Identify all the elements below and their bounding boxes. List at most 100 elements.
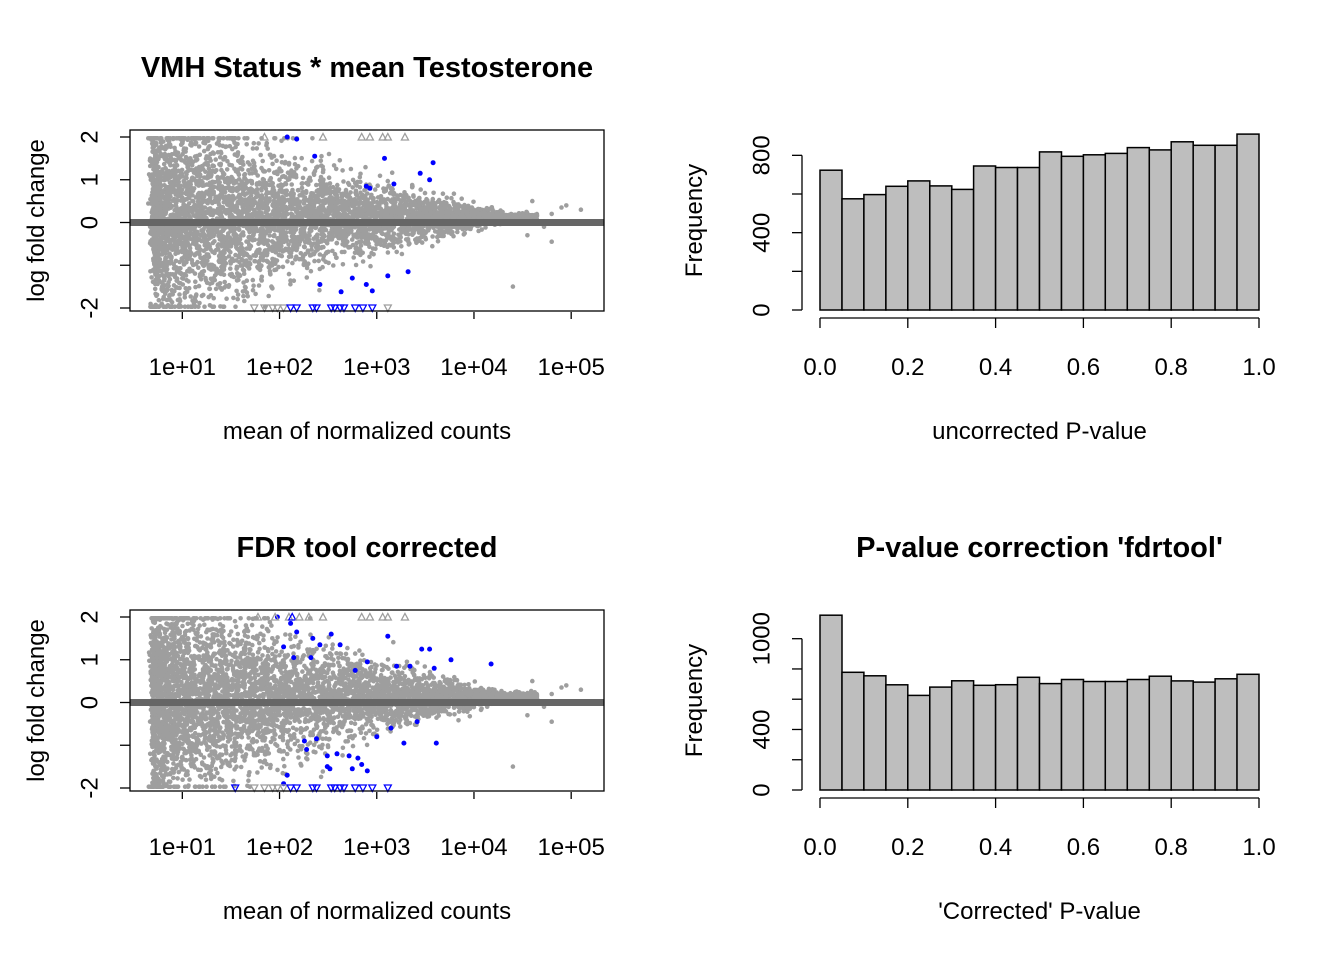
data-point (311, 214, 317, 220)
data-point (265, 201, 270, 206)
data-point (193, 279, 198, 285)
data-point (370, 196, 376, 202)
data-point (363, 205, 368, 211)
data-point (267, 215, 272, 221)
data-point (289, 205, 294, 210)
data-point (240, 289, 246, 294)
data-point (411, 193, 416, 198)
data-point (348, 190, 353, 195)
data-point (263, 230, 269, 236)
data-point (386, 228, 392, 233)
data-point (205, 253, 211, 259)
data-point (204, 176, 210, 181)
data-point (253, 251, 259, 256)
data-point (162, 276, 167, 282)
data-point (398, 192, 403, 198)
data-point (443, 203, 449, 209)
data-point (367, 254, 372, 260)
data-point (256, 241, 261, 246)
data-point (194, 180, 199, 186)
data-point (158, 174, 163, 179)
data-point (185, 304, 191, 310)
data-point (190, 168, 196, 173)
data-point (182, 295, 188, 300)
data-point (162, 183, 167, 188)
data-point (270, 248, 275, 254)
data-point (277, 248, 283, 253)
data-point (368, 263, 373, 269)
data-point (285, 259, 290, 264)
data-point (242, 209, 248, 214)
data-point (439, 233, 445, 239)
data-point (239, 198, 244, 204)
data-point (451, 202, 457, 207)
data-point (190, 175, 195, 180)
data-point (163, 197, 168, 202)
data-point (177, 297, 182, 302)
data-point (262, 169, 268, 174)
data-point (213, 247, 219, 253)
data-point (338, 205, 344, 210)
data-point (210, 150, 216, 155)
data-point (233, 304, 238, 310)
data-point (220, 233, 225, 239)
data-point (258, 264, 263, 269)
data-point (303, 190, 309, 196)
data-point (187, 207, 192, 213)
data-point (271, 208, 276, 214)
data-point (177, 292, 182, 297)
data-point (270, 161, 275, 167)
data-point (374, 199, 380, 205)
data-point (320, 180, 326, 185)
data-point (466, 203, 471, 209)
data-point (158, 185, 163, 190)
data-point (187, 191, 193, 196)
data-point (358, 190, 363, 195)
data-point (224, 296, 229, 302)
data-point (152, 256, 157, 262)
data-point (317, 287, 322, 293)
data-point (196, 265, 201, 271)
data-point (318, 190, 324, 195)
data-point (193, 251, 199, 256)
data-point (312, 258, 317, 264)
data-point (239, 158, 244, 164)
data-point (309, 158, 315, 164)
data-point (332, 251, 338, 257)
data-point (318, 158, 324, 164)
data-point (201, 194, 207, 199)
data-point (472, 209, 477, 214)
data-point (279, 243, 284, 249)
data-point (391, 235, 396, 240)
data-point (163, 265, 168, 271)
data-point (283, 159, 288, 165)
data-point (200, 183, 205, 188)
data-point (250, 238, 255, 243)
data-point (244, 290, 250, 295)
data-point (240, 191, 246, 196)
data-point (305, 181, 311, 187)
data-point (256, 141, 261, 146)
data-point (280, 264, 286, 270)
data-point (238, 263, 244, 268)
data-point (195, 199, 201, 205)
data-point (161, 304, 166, 310)
data-point (351, 213, 357, 219)
data-point (198, 273, 204, 279)
data-point (225, 233, 231, 239)
data-point (269, 239, 275, 244)
data-point (207, 281, 213, 287)
data-point (244, 142, 249, 147)
data-point (417, 237, 422, 243)
data-point (185, 268, 190, 274)
data-point (194, 203, 200, 209)
data-point (424, 212, 430, 217)
x-axis-label: mean of normalized counts (223, 418, 511, 445)
data-point (189, 268, 195, 274)
data-point (286, 271, 292, 277)
data-point (205, 162, 211, 168)
data-point (342, 243, 348, 248)
data-point (221, 243, 227, 248)
data-point (151, 205, 156, 210)
